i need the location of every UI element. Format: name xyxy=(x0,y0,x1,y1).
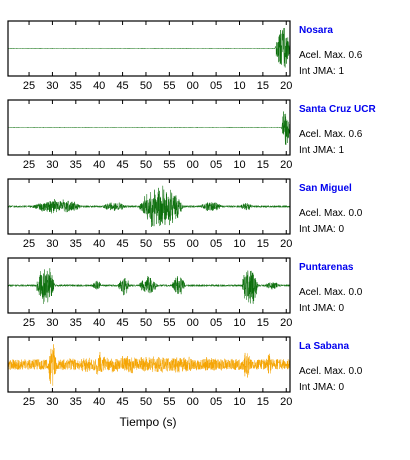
x-tick-label: 40 xyxy=(93,238,105,250)
x-tick-label: 20 xyxy=(280,238,292,250)
x-tick-label: 55 xyxy=(163,238,175,250)
x-tick-label: 15 xyxy=(257,396,269,408)
panel-frame xyxy=(7,336,291,393)
x-tick-label: 05 xyxy=(210,80,222,92)
x-tick-label: 50 xyxy=(140,159,152,171)
x-tick-label: 55 xyxy=(163,317,175,329)
x-tick-label: 15 xyxy=(257,159,269,171)
x-tick-label: 45 xyxy=(116,238,128,250)
accel-max-text: Acel. Max. 0.0 xyxy=(299,287,363,298)
x-tick-label: 40 xyxy=(93,159,105,171)
accel-max-text: Acel. Max. 0.0 xyxy=(299,366,363,377)
x-axis-label: Tiempo (s) xyxy=(120,415,177,429)
x-tick-label: 00 xyxy=(187,159,199,171)
waveform-trace xyxy=(7,344,291,386)
station-name: Nosara xyxy=(299,25,333,36)
x-tick-label: 25 xyxy=(23,80,35,92)
panel-frame xyxy=(7,99,291,156)
station-panel: 25 30 35 40 45 50 55 00 05 10 15 20 La Sabana Acel. M… xyxy=(7,336,363,408)
x-tick-label: 05 xyxy=(210,159,222,171)
station-panel: 25 30 35 40 45 50 55 00 05 10 15 20 Nosara Acel. Max.… xyxy=(7,20,363,92)
x-tick-label: 10 xyxy=(233,317,245,329)
x-tick-label: 10 xyxy=(233,238,245,250)
x-tick-label: 50 xyxy=(140,317,152,329)
accel-max-text: Acel. Max. 0.6 xyxy=(299,129,363,140)
waveform-trace xyxy=(7,185,291,227)
station-name: Puntarenas xyxy=(299,262,354,273)
x-tick-label: 25 xyxy=(23,159,35,171)
x-tick-label: 35 xyxy=(70,396,82,408)
x-tick-label: 25 xyxy=(23,317,35,329)
x-tick-label: 35 xyxy=(70,80,82,92)
x-tick-label: 45 xyxy=(116,80,128,92)
x-tick-label: 50 xyxy=(140,238,152,250)
accel-max-text: Acel. Max. 0.0 xyxy=(299,208,363,219)
accel-max-text: Acel. Max. 0.6 xyxy=(299,50,363,61)
x-tick-label: 30 xyxy=(46,396,58,408)
x-tick-label: 45 xyxy=(116,317,128,329)
x-tick-label: 20 xyxy=(280,159,292,171)
x-tick-label: 40 xyxy=(93,80,105,92)
x-tick-label: 50 xyxy=(140,80,152,92)
x-tick-label: 00 xyxy=(187,80,199,92)
x-tick-label: 40 xyxy=(93,317,105,329)
station-panel: 25 30 35 40 45 50 55 00 05 10 15 20 Puntarenas Acel. … xyxy=(7,257,363,329)
x-tick-label: 10 xyxy=(233,80,245,92)
x-tick-label: 15 xyxy=(257,238,269,250)
x-tick-label: 05 xyxy=(210,396,222,408)
station-name: La Sabana xyxy=(299,341,349,352)
station-name: Santa Cruz UCR xyxy=(299,104,376,115)
x-tick-label: 35 xyxy=(70,238,82,250)
station-panel: 25 30 35 40 45 50 55 00 05 10 15 20 San Miguel Acel. … xyxy=(7,178,363,250)
jma-intensity-text: Int JMA: 0 xyxy=(299,224,344,235)
jma-intensity-text: Int JMA: 1 xyxy=(299,145,344,156)
x-tick-label: 20 xyxy=(280,80,292,92)
x-tick-label: 25 xyxy=(23,238,35,250)
x-tick-label: 00 xyxy=(187,317,199,329)
station-panel: 25 30 35 40 45 50 55 00 05 10 15 20 Santa Cruz UCR Ac… xyxy=(7,99,376,171)
station-name: San Miguel xyxy=(299,183,352,194)
x-tick-label: 20 xyxy=(280,396,292,408)
x-tick-label: 30 xyxy=(46,238,58,250)
x-tick-label: 30 xyxy=(46,317,58,329)
x-tick-label: 55 xyxy=(163,396,175,408)
x-tick-label: 10 xyxy=(233,396,245,408)
jma-intensity-text: Int JMA: 0 xyxy=(299,382,344,393)
panel-frame xyxy=(7,20,291,77)
x-tick-label: 25 xyxy=(23,396,35,408)
x-tick-label: 10 xyxy=(233,159,245,171)
x-tick-label: 45 xyxy=(116,396,128,408)
x-tick-label: 15 xyxy=(257,80,269,92)
station-panels: 25 30 35 40 45 50 55 00 05 10 15 20 Nosara Acel. Max.… xyxy=(7,20,376,408)
x-tick-label: 20 xyxy=(280,317,292,329)
jma-intensity-text: Int JMA: 1 xyxy=(299,66,344,77)
panel-frame xyxy=(7,178,291,235)
x-tick-label: 55 xyxy=(163,80,175,92)
x-tick-label: 35 xyxy=(70,317,82,329)
x-tick-label: 05 xyxy=(210,317,222,329)
x-tick-label: 40 xyxy=(93,396,105,408)
x-tick-label: 00 xyxy=(187,396,199,408)
x-tick-label: 00 xyxy=(187,238,199,250)
jma-intensity-text: Int JMA: 0 xyxy=(299,303,344,314)
waveform-trace xyxy=(7,111,291,145)
x-tick-label: 15 xyxy=(257,317,269,329)
x-tick-label: 50 xyxy=(140,396,152,408)
waveform-trace xyxy=(7,27,291,68)
x-tick-label: 55 xyxy=(163,159,175,171)
x-tick-label: 35 xyxy=(70,159,82,171)
x-tick-label: 30 xyxy=(46,80,58,92)
x-tick-label: 30 xyxy=(46,159,58,171)
x-tick-label: 45 xyxy=(116,159,128,171)
x-tick-label: 05 xyxy=(210,238,222,250)
waveform-trace xyxy=(7,268,291,304)
panel-frame xyxy=(7,257,291,314)
